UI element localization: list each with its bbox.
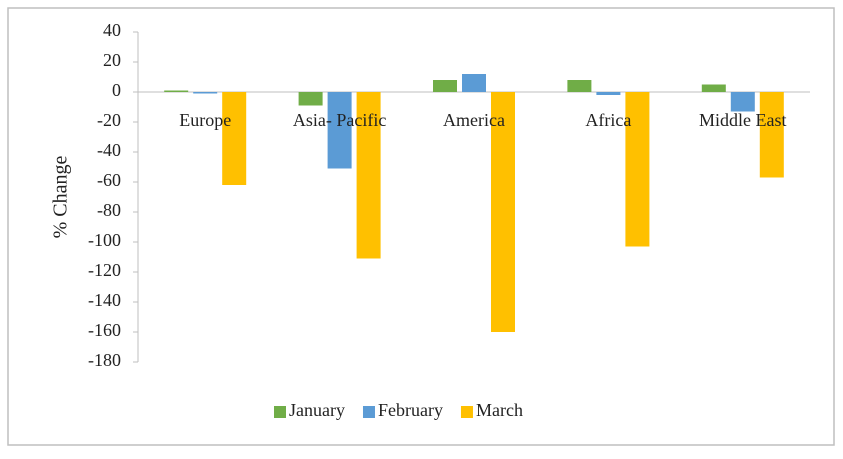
bar — [701, 84, 726, 92]
bar — [193, 92, 218, 94]
y-tick-label: 20 — [103, 50, 121, 70]
y-tick-label: 40 — [103, 20, 121, 40]
bar — [222, 92, 247, 185]
legend-swatch — [274, 406, 286, 418]
y-tick-label: -60 — [97, 170, 121, 190]
bar — [298, 92, 323, 106]
x-tick-label: Africa — [585, 110, 631, 130]
legend-swatch — [460, 406, 473, 418]
bar — [625, 92, 650, 247]
bar — [596, 92, 621, 95]
legend-label: March — [476, 400, 523, 420]
y-tick-label: 0 — [112, 80, 121, 100]
legend-label: January — [289, 400, 345, 420]
bar — [759, 92, 784, 178]
bar — [491, 92, 515, 332]
y-axis-label: % Change — [50, 156, 72, 239]
x-tick-label: Asia- Pacific — [293, 110, 386, 130]
bar — [327, 92, 352, 169]
y-tick-label: -40 — [97, 140, 121, 160]
y-tick-label: -20 — [97, 110, 121, 130]
x-tick-label: Europe — [179, 110, 231, 130]
bar — [164, 90, 189, 92]
bar — [462, 74, 486, 92]
bar — [730, 92, 755, 112]
bar — [356, 92, 381, 259]
legend-swatch — [362, 406, 375, 418]
bar — [567, 80, 592, 92]
x-tick-label: Middle East — [699, 110, 787, 130]
chart-frame — [7, 7, 835, 446]
legend-label: February — [378, 400, 443, 420]
y-tick-label: -140 — [88, 290, 121, 310]
y-tick-label: -180 — [88, 350, 121, 370]
y-tick-label: -80 — [97, 200, 121, 220]
bar — [433, 80, 457, 92]
y-tick-label: -160 — [88, 320, 121, 340]
y-tick-label: -100 — [88, 230, 121, 250]
x-tick-label: America — [443, 110, 505, 130]
y-tick-label: -120 — [88, 260, 121, 280]
